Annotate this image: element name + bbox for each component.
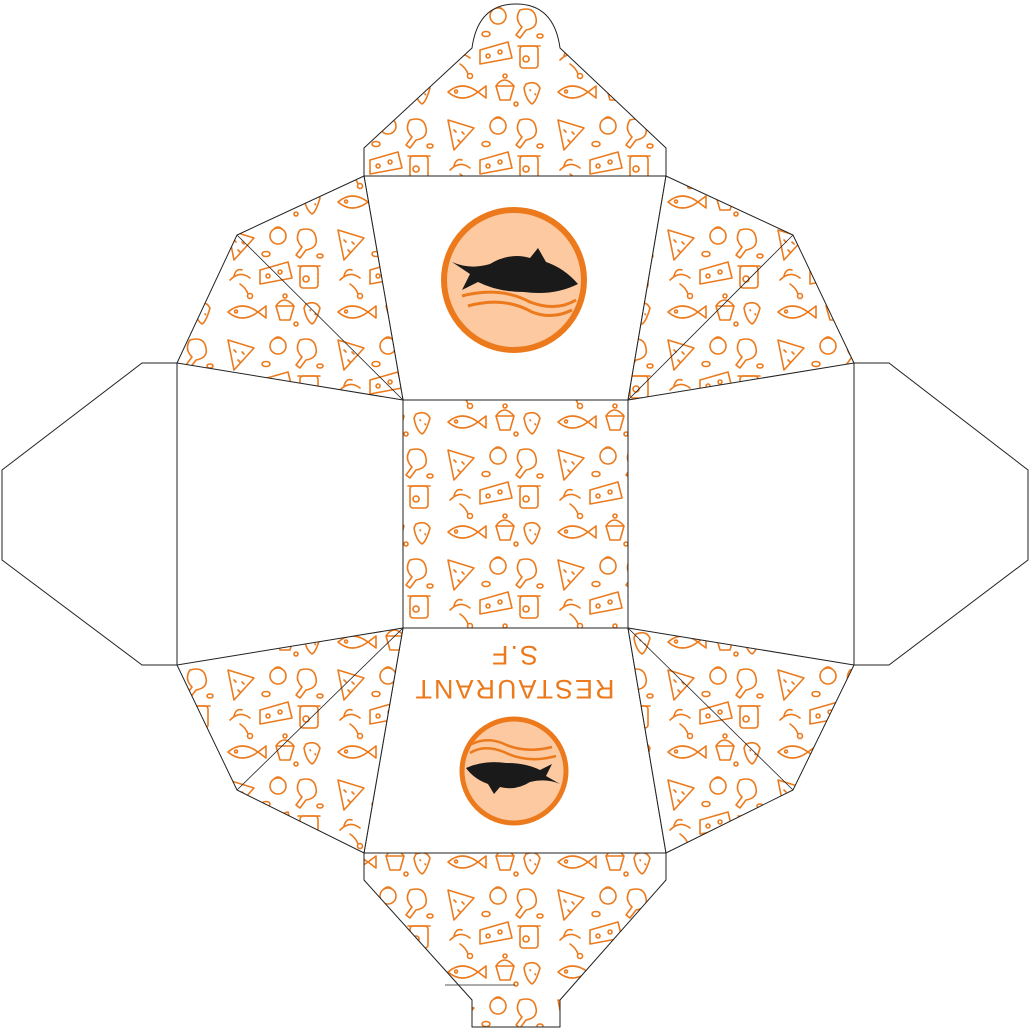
fold-lines [236,175,794,986]
corner-wing-bottom-right [627,627,855,854]
right-side-panel [627,362,855,666]
brand-name: RESTAURANT [413,674,614,704]
fish-logo-icon-small [459,716,569,826]
corner-wing-bottom-left [176,627,404,854]
left-side-panel [176,362,404,666]
fish-logo-icon [441,207,587,353]
right-side-flap [853,362,1029,666]
bottom-lid-flap [363,852,667,1028]
bottom-brand-group: RESTAURANT S.F [413,640,614,704]
box-base-panel [402,399,629,629]
brand-initials: S.F [490,640,538,670]
top-lid-flap [363,3,667,177]
left-side-flap [1,362,178,666]
